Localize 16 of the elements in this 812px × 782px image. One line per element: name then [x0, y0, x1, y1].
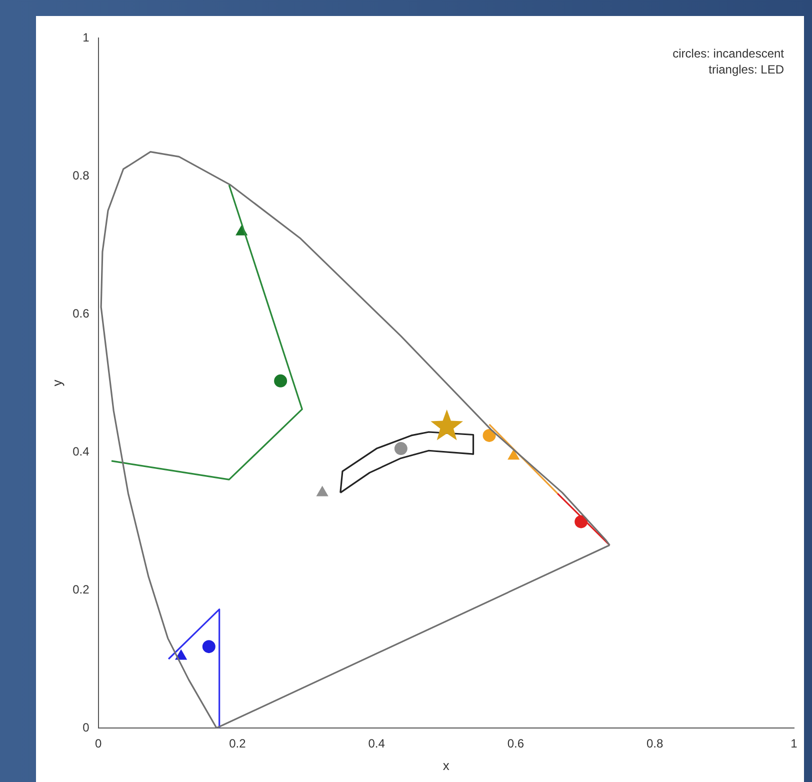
annotation: circles: incandescent: [672, 46, 785, 60]
y-tick-label: 0.8: [72, 168, 90, 182]
annotation: triangles: LED: [708, 62, 784, 76]
y-tick-label: 0.6: [72, 306, 90, 320]
x-tick-label: 1: [790, 736, 798, 751]
y-tick-label: 0.2: [72, 582, 90, 596]
x-axis-title: x: [442, 758, 450, 773]
x-tick-label: 0.2: [229, 736, 246, 751]
y-tick-label: 1: [82, 30, 90, 44]
y-axis-title: y: [49, 379, 64, 386]
x-tick-label: 0: [94, 736, 102, 751]
y-tick-label: 0.4: [72, 444, 90, 458]
x-tick-label: 0.4: [368, 736, 386, 751]
x-tick-label: 0.6: [507, 736, 524, 751]
x-tick-label: 0.8: [646, 736, 664, 751]
y-tick-label: 0: [82, 720, 90, 734]
